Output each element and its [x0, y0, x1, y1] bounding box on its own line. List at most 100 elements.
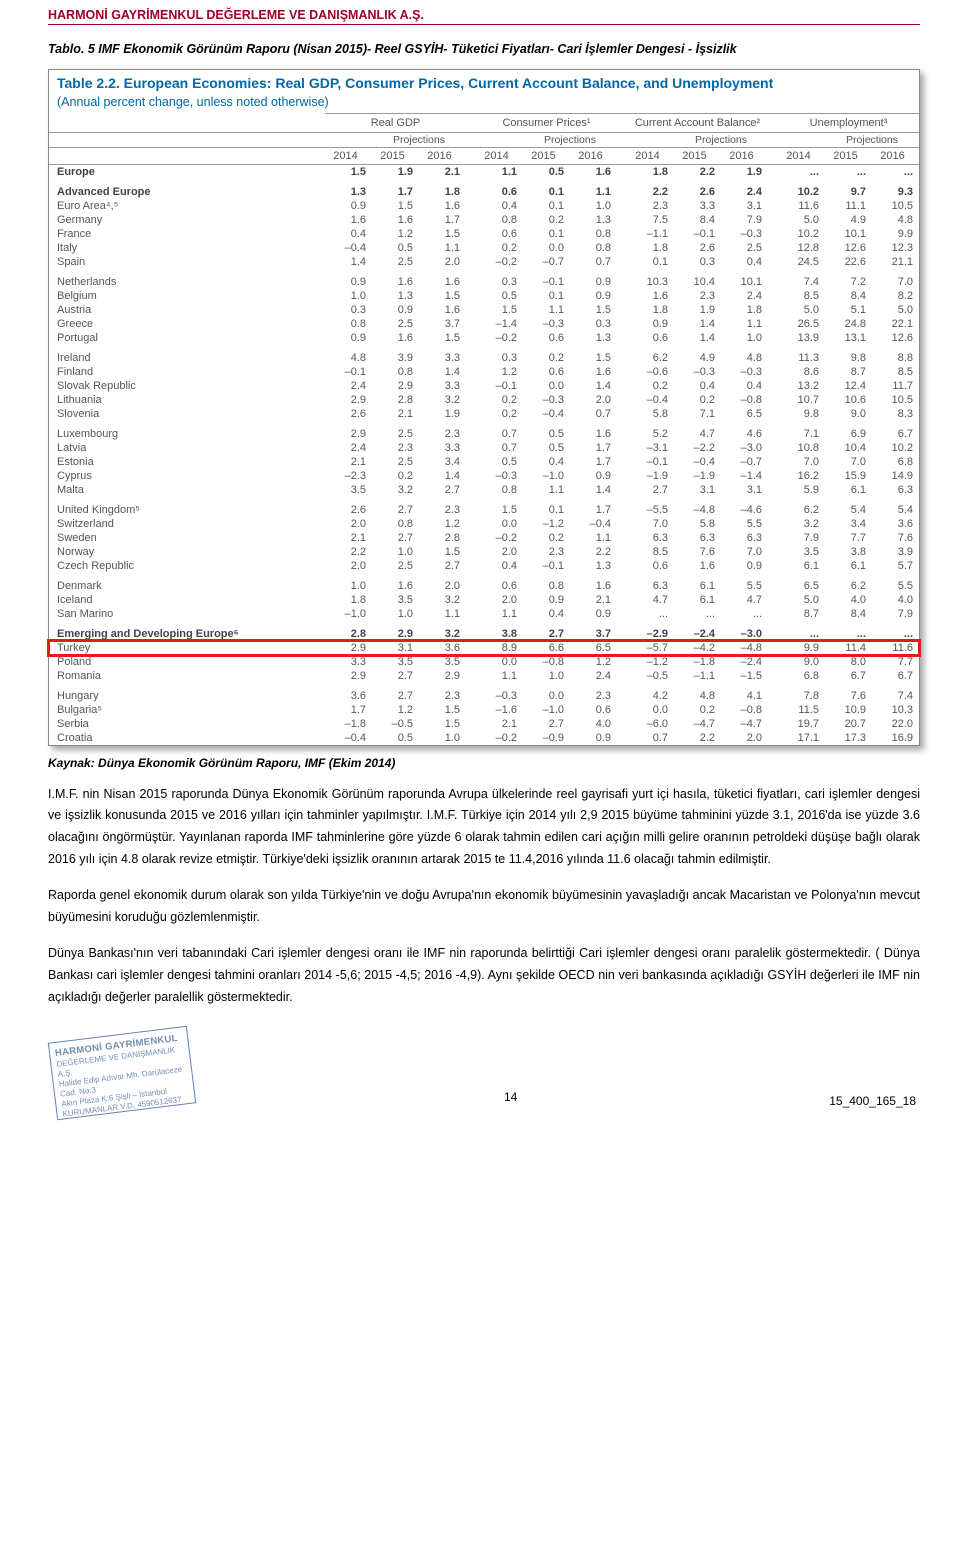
data-cell: 11.3 — [778, 351, 825, 365]
data-cell: 2.3 — [419, 427, 466, 441]
data-cell: 9.0 — [778, 655, 825, 669]
data-cell: 2.6 — [674, 241, 721, 255]
year-col: 2015 — [523, 147, 570, 164]
proj-label: Projections — [372, 132, 466, 147]
data-cell: –1.8 — [674, 655, 721, 669]
data-cell: 3.3 — [419, 441, 466, 455]
data-cell: 2.4 — [325, 379, 372, 393]
row-name: Estonia — [49, 455, 325, 469]
row-name: Switzerland — [49, 517, 325, 531]
company-header: HARMONİ GAYRİMENKUL DEĞERLEME VE DANIŞMA… — [48, 8, 920, 25]
data-cell: 2.7 — [372, 503, 419, 517]
data-cell: 26.5 — [778, 317, 825, 331]
table-row: United Kingdom⁵2.62.72.31.50.11.7–5.5–4.… — [49, 503, 919, 517]
data-cell: 5.5 — [721, 517, 768, 531]
data-cell: 2.9 — [325, 427, 372, 441]
imf-data-table: Real GDP Consumer Prices¹ Current Accoun… — [49, 113, 919, 745]
data-cell: 1.9 — [721, 164, 768, 179]
data-cell: 1.9 — [372, 164, 419, 179]
row-name: Bulgaria⁵ — [49, 703, 325, 717]
table-row: Slovak Republic2.42.93.3–0.10.01.40.20.4… — [49, 379, 919, 393]
data-cell: 4.9 — [674, 351, 721, 365]
data-cell: 3.5 — [372, 655, 419, 669]
table-row: Ireland4.83.93.30.30.21.56.24.94.811.39.… — [49, 351, 919, 365]
data-cell: 8.8 — [872, 351, 919, 365]
header-proj-row: Projections Projections Projections Proj… — [49, 132, 919, 147]
data-cell: 0.9 — [570, 607, 617, 621]
table-row: Greece0.82.53.7–1.4–0.30.30.91.41.126.52… — [49, 317, 919, 331]
data-cell: 2.2 — [674, 164, 721, 179]
row-name: United Kingdom⁵ — [49, 503, 325, 517]
data-cell: –2.9 — [627, 627, 674, 641]
row-name: Slovak Republic — [49, 379, 325, 393]
row-name: Norway — [49, 545, 325, 559]
data-cell: 3.4 — [419, 455, 466, 469]
data-cell: 1.6 — [570, 164, 617, 179]
data-cell: 2.5 — [372, 317, 419, 331]
data-cell: –3.0 — [721, 441, 768, 455]
data-cell: 0.6 — [570, 703, 617, 717]
data-cell: 7.1 — [674, 407, 721, 421]
data-cell: 1.5 — [419, 703, 466, 717]
data-cell: 7.0 — [825, 455, 872, 469]
data-cell: 7.6 — [872, 531, 919, 545]
data-cell: 2.0 — [570, 393, 617, 407]
data-cell: 1.6 — [372, 579, 419, 593]
data-cell: 0.0 — [476, 517, 523, 531]
data-cell: 3.1 — [674, 483, 721, 497]
data-cell: 10.3 — [872, 703, 919, 717]
data-cell: 0.9 — [570, 731, 617, 745]
data-cell: 7.4 — [778, 275, 825, 289]
data-cell: 1.7 — [419, 213, 466, 227]
data-cell: –2.3 — [325, 469, 372, 483]
data-cell: –0.3 — [674, 365, 721, 379]
row-name: Germany — [49, 213, 325, 227]
data-cell: 2.0 — [476, 593, 523, 607]
table-row: Czech Republic2.02.52.70.4–0.11.30.61.60… — [49, 559, 919, 573]
data-cell: 1.6 — [372, 275, 419, 289]
body-paragraph: I.M.F. nin Nisan 2015 raporunda Dünya Ek… — [48, 784, 920, 872]
data-cell: 24.8 — [825, 317, 872, 331]
data-cell: 0.1 — [523, 503, 570, 517]
row-name: San Marino — [49, 607, 325, 621]
data-cell: 0.4 — [674, 379, 721, 393]
data-cell: –0.4 — [325, 241, 372, 255]
data-cell: 8.3 — [872, 407, 919, 421]
data-cell: –0.3 — [721, 365, 768, 379]
data-cell: 1.8 — [325, 593, 372, 607]
row-name: Turkey — [49, 641, 325, 655]
row-name: Slovenia — [49, 407, 325, 421]
table-row: Euro Area⁴,⁵0.91.51.60.40.11.02.33.33.11… — [49, 199, 919, 213]
data-cell: 4.7 — [627, 593, 674, 607]
data-cell: 1.1 — [570, 531, 617, 545]
data-cell: 0.7 — [627, 731, 674, 745]
row-name: Portugal — [49, 331, 325, 345]
data-cell: 6.1 — [778, 559, 825, 573]
data-cell: 7.9 — [721, 213, 768, 227]
table-source: Kaynak: Dünya Ekonomik Görünüm Raporu, I… — [48, 756, 920, 770]
data-cell: 12.3 — [872, 241, 919, 255]
data-cell: 5.2 — [627, 427, 674, 441]
data-cell: 1.3 — [570, 331, 617, 345]
data-cell: 10.8 — [778, 441, 825, 455]
data-cell: 0.8 — [523, 579, 570, 593]
data-cell: 3.7 — [419, 317, 466, 331]
data-cell: 0.3 — [570, 317, 617, 331]
data-cell: 2.4 — [570, 669, 617, 683]
row-name: Finland — [49, 365, 325, 379]
data-cell: –0.7 — [523, 255, 570, 269]
data-cell: 1.4 — [325, 255, 372, 269]
data-cell: –1.8 — [325, 717, 372, 731]
data-cell: 2.0 — [419, 255, 466, 269]
data-cell: 10.1 — [825, 227, 872, 241]
data-cell: 9.8 — [825, 351, 872, 365]
data-cell: –0.1 — [523, 275, 570, 289]
row-name: Cyprus — [49, 469, 325, 483]
data-cell: –1.2 — [523, 517, 570, 531]
data-cell: –1.0 — [523, 703, 570, 717]
table-row: Slovenia2.62.11.90.2–0.40.75.87.16.59.89… — [49, 407, 919, 421]
data-cell: –1.4 — [476, 317, 523, 331]
row-name: Lithuania — [49, 393, 325, 407]
data-cell: 2.5 — [372, 455, 419, 469]
data-cell: 4.0 — [570, 717, 617, 731]
